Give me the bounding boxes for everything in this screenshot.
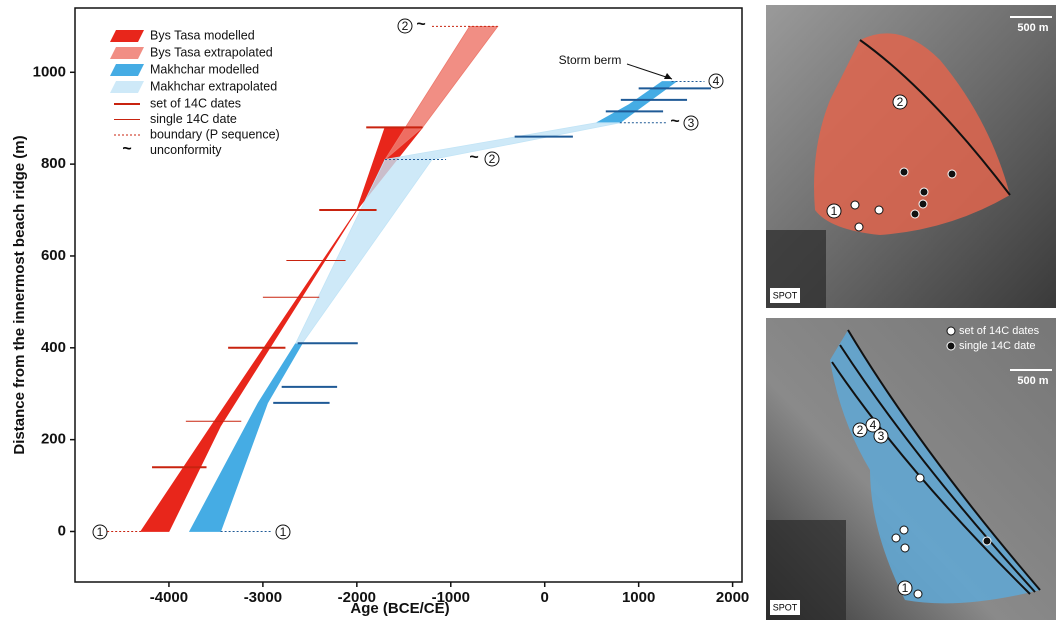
map-marker: 1 [831,204,838,218]
map-bottom: 4 2 3 1 set of 14C dates single 14C date… [766,318,1056,620]
date-dot [900,543,910,553]
marker-circle [484,151,500,167]
band [295,122,620,344]
annotation: 2 [489,152,496,166]
annotation: 4 [713,74,720,88]
marker-circle [873,428,889,444]
legend-label: Makhchar modelled [150,62,259,76]
legend-label: Makhchar extrapolated [150,79,277,93]
marker-circle [897,580,913,596]
legend-dot [946,326,956,336]
arrow-head [664,73,672,79]
map-marker: 2 [857,423,864,437]
map-marker: 1 [902,581,909,595]
annotation: 2 [402,19,409,33]
x-tick-label: -4000 [150,589,188,606]
x-tick-label: 0 [541,589,549,606]
y-tick-label: 400 [41,339,66,356]
legend-label: set of 14C dates [150,96,241,110]
date-dot [910,209,920,219]
source-label: SPOT [773,602,798,612]
plot-frame [74,7,743,583]
date-dot [899,525,909,535]
annotation: Storm berm [559,53,622,67]
marker-circle [92,524,108,540]
legend-label: Bys Tasa modelled [150,28,255,42]
y-tick-label: 200 [41,431,66,448]
x-tick-label: -1000 [432,589,470,606]
date-dot [913,589,923,599]
x-tick-label: -3000 [244,589,282,606]
source-box [770,288,800,303]
marker-circle [865,417,881,433]
annotation-arrow [626,63,673,80]
date-dot [982,536,992,546]
band [188,81,678,532]
map-marker: 2 [897,95,904,109]
legend-label: unconformity [150,143,222,157]
legend-label: boundary (P sequence) [150,127,280,141]
y-axis-label: Distance from the innermost beach ridge … [11,135,28,454]
scale-label: 500 m [1017,22,1048,34]
legend-label: Bys Tasa extrapolated [150,45,273,59]
legend-dot [946,341,956,351]
date-dot [918,199,928,209]
annotation: ~ [469,149,478,166]
x-axis-label: Age (BCE/CE) [350,600,449,617]
marker-circle [683,115,699,131]
annotations: 1 1 2 ~ ~ 2 ~ 3 4 Storm berm [92,16,724,540]
y-tick-label: 1000 [33,63,66,80]
y-tick-label: 800 [41,155,66,172]
map-top: 2 1 500 m SPOT [766,5,1056,308]
ridge-overlay [814,33,1010,236]
legend-swatch [110,30,144,42]
annotation: 1 [97,525,104,539]
marker-circle [826,203,842,219]
x-tick-label: 2000 [716,589,749,606]
date-dot [874,205,884,215]
y-tick-label: 600 [41,247,66,264]
legend-label: single 14C date [150,112,237,126]
date-dot [919,187,929,197]
date-dot [891,533,901,543]
map-legend: set of 14C dates [959,325,1040,337]
marker-circle [708,73,724,89]
date-dot [854,222,864,232]
legend-swatch [110,47,144,59]
source-box [770,600,800,615]
annotation: 1 [280,525,287,539]
x-tick-label: 1000 [622,589,655,606]
marker-circle [397,18,413,34]
marker-circle [275,524,291,540]
annotation: 3 [688,116,695,130]
boundary-line [859,39,1011,196]
band [384,25,499,160]
annotation: ~ [670,113,679,130]
date-dot [947,169,957,179]
date-dot [899,167,909,177]
scale-label: 500 m [1017,375,1048,387]
ridge-overlay [830,330,1040,604]
x-tick-label: -2000 [338,589,376,606]
map-legend: single 14C date [959,340,1035,352]
date-dot [850,200,860,210]
legend-swatch [110,64,144,76]
legend-symbol: ~ [122,141,131,158]
annotation: ~ [416,16,425,33]
map-marker: 4 [870,418,877,432]
date-dot [915,473,925,483]
y-tick-label: 0 [58,522,66,539]
marker-circle [892,94,908,110]
source-label: SPOT [773,290,798,300]
legend-swatch [110,81,144,93]
chart-area: -4000 -3000 -2000 -1000 0 1000 2000 0 200 400 600 8… [33,7,749,606]
marker-circle [852,422,868,438]
map-marker: 3 [878,429,885,443]
